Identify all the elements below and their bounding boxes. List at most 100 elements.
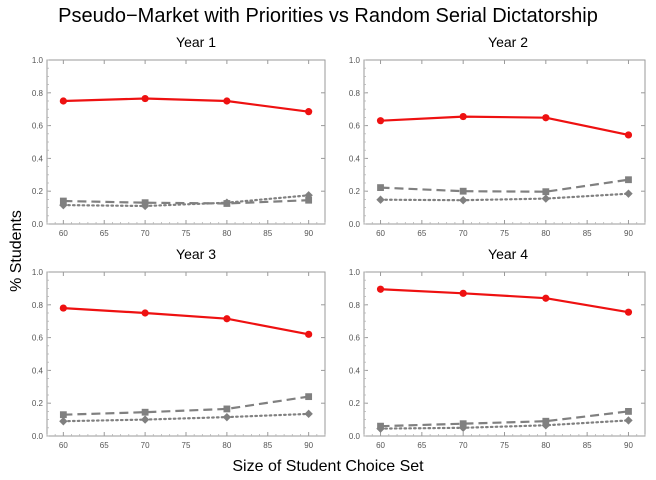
data-point-square (542, 417, 550, 425)
data-point-diamond (140, 415, 150, 424)
data-point-circle (459, 289, 467, 297)
data-point-square (59, 411, 67, 419)
data-point-circle (459, 112, 467, 121)
data-point-square (459, 420, 467, 428)
data-point-circle (305, 330, 313, 338)
data-point-square (625, 176, 632, 184)
x-tick-label: 65 (417, 229, 426, 238)
y-tick-label: 0.8 (349, 301, 361, 310)
x-tick-label: 90 (624, 229, 633, 238)
data-point-diamond (458, 196, 468, 205)
data-point-square (59, 197, 67, 205)
y-tick-label: 0.6 (349, 334, 361, 343)
x-tick-label: 80 (222, 441, 231, 450)
data-point-diamond (624, 416, 633, 425)
panel-title: Year 3 (176, 246, 216, 262)
y-tick-label: 0.6 (349, 122, 361, 131)
chart-panel-3: Year 3 0.0 0.2 0.4 0.6 0.8 1.0 60 65 70 75 80 85 90 (32, 246, 326, 450)
data-point-square (377, 184, 384, 191)
series-line-square (63, 395, 309, 416)
x-tick-label: 60 (59, 229, 68, 238)
x-tick-label: 85 (263, 441, 272, 450)
x-tick-label: 70 (459, 441, 468, 450)
data-point-diamond (304, 409, 313, 419)
data-point-circle (59, 97, 67, 105)
y-tick-label: 0.4 (349, 154, 361, 163)
data-point-diamond (59, 417, 68, 426)
data-point-square (305, 196, 313, 204)
data-point-square (141, 408, 149, 416)
data-point-circle (624, 131, 633, 139)
data-point-diamond (376, 195, 385, 204)
x-tick-label: 75 (182, 441, 191, 450)
y-tick-label: 1.0 (32, 268, 44, 277)
x-tick-label: 80 (222, 229, 231, 238)
y-tick-label: 0.0 (349, 220, 361, 229)
data-point-square (377, 422, 384, 430)
series-line-diamond (62, 194, 310, 208)
y-tick-label: 0.2 (349, 399, 361, 408)
data-point-square (223, 405, 231, 413)
chart-panel-2: Year 2 0.0 0.2 0.4 0.6 0.8 1.0 60 65 70 75 80 85 90 (349, 34, 646, 238)
x-tick-label: 90 (304, 229, 313, 238)
data-point-square (141, 199, 149, 207)
x-tick-label: 65 (100, 229, 109, 238)
y-tick-label: 0.4 (349, 366, 361, 375)
data-point-circle (542, 294, 550, 302)
data-point-circle (624, 308, 633, 316)
y-tick-label: 0.8 (32, 301, 44, 310)
data-point-circle (59, 304, 67, 312)
y-tick-label: 0.0 (32, 220, 44, 229)
data-point-diamond (541, 194, 551, 203)
series-line-circle (380, 288, 629, 314)
data-point-circle (305, 108, 313, 116)
panel-title: Year 4 (488, 246, 528, 262)
x-tick-label: 70 (459, 229, 468, 238)
data-point-square (223, 200, 231, 207)
series-line-diamond (379, 419, 630, 430)
x-tick-label: 75 (500, 229, 509, 238)
x-tick-label: 60 (376, 441, 385, 450)
x-tick-label: 65 (417, 441, 426, 450)
x-axis-label: Size of Student Choice Set (232, 458, 424, 475)
chart-panel-1: Year 1 0.0 0.2 0.4 0.6 0.8 1.0 60 65 70 75 80 85 90 (32, 34, 326, 238)
series-line-circle (63, 97, 309, 113)
data-point-circle (223, 97, 231, 105)
x-tick-label: 75 (500, 441, 509, 450)
x-tick-label: 85 (583, 441, 592, 450)
x-tick-label: 80 (541, 229, 550, 238)
series-line-square (380, 178, 629, 193)
data-point-diamond (624, 189, 633, 198)
x-tick-label: 75 (182, 229, 191, 238)
panel-title: Year 2 (488, 34, 528, 50)
x-tick-label: 90 (304, 441, 313, 450)
series-line-circle (380, 115, 629, 136)
x-tick-label: 70 (141, 441, 150, 450)
data-point-circle (542, 114, 550, 122)
y-tick-label: 0.4 (32, 154, 44, 163)
x-tick-label: 65 (100, 441, 109, 450)
y-tick-label: 0.8 (32, 89, 44, 98)
plot-frame (46, 271, 326, 437)
series-line-diamond (379, 192, 630, 202)
data-point-circle (223, 315, 231, 323)
plot-frame (46, 59, 326, 225)
data-point-diamond (541, 421, 551, 430)
y-tick-label: 1.0 (32, 56, 44, 65)
x-tick-label: 80 (541, 441, 550, 450)
series-line-circle (63, 307, 309, 336)
y-tick-label: 0.6 (32, 122, 44, 131)
data-point-circle (141, 309, 149, 317)
y-tick-label: 0.2 (349, 187, 361, 196)
y-tick-label: 0.0 (349, 432, 361, 441)
x-tick-label: 70 (141, 229, 150, 238)
y-tick-label: 0.6 (32, 334, 44, 343)
x-tick-label: 60 (59, 441, 68, 450)
data-point-circle (376, 285, 385, 293)
x-tick-label: 85 (583, 229, 592, 238)
data-point-square (542, 188, 550, 196)
series-line-square (380, 410, 629, 428)
y-tick-label: 1.0 (349, 268, 361, 277)
